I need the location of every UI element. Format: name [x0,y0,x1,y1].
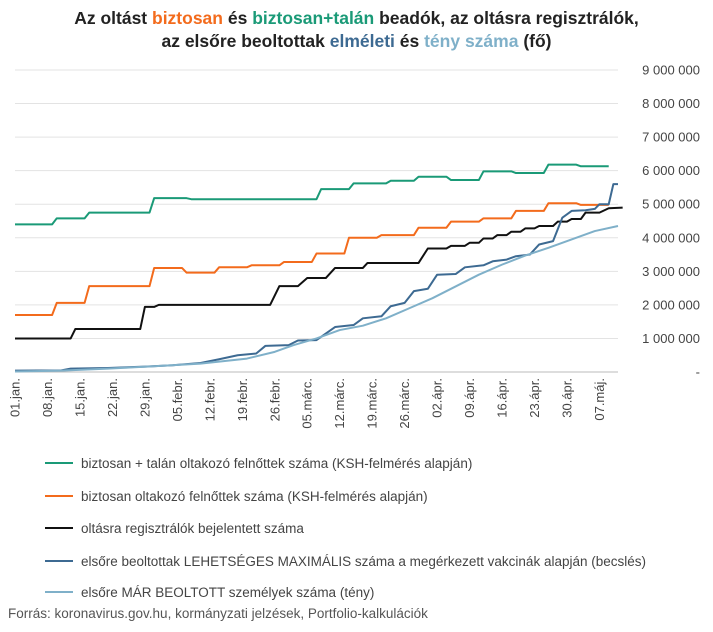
series-line-4 [14,183,618,372]
x-tick-label: 09.ápr. [462,378,477,418]
series-lines [14,163,623,373]
x-tick-label: 12.febr. [202,378,217,421]
y-tick-label: 2 000 000 [642,297,700,312]
legend-item: oltásra regisztrálók bejelentett száma [45,518,304,538]
legend-item: elsőre beoltottak LEHETSÉGES MAXIMÁLIS s… [45,551,646,571]
x-tick-label: 08.jan. [40,378,55,417]
source-note: Forrás: koronavirus.gov.hu, kormányzati … [8,606,428,621]
title-text: és [222,8,253,28]
title-text: Az oltást [74,8,152,28]
chart-title-line-1: Az oltást biztosan és biztosan+talán bea… [0,7,713,30]
x-tick-label: 22.jan. [105,378,120,417]
y-axis: - 1 000 000 2 000 000 3 000 000 4 000 000 5 0… [642,63,700,380]
title-highlight-teny-szama: tény száma [424,31,519,51]
legend-item: elsőre MÁR BEOLTOTT személyek száma (tén… [45,582,374,602]
line-chart: - 1 000 000 2 000 000 3 000 000 4 000 000 5 0… [8,63,701,429]
legend-swatch [45,495,73,497]
series-line-2 [15,202,609,316]
legend-swatch [45,527,73,529]
y-tick-label: 5 000 000 [642,197,700,212]
legend-swatch [45,591,73,593]
x-tick-label: 16.ápr. [495,378,510,418]
legend-item: biztosan oltakozó felnőttek száma (KSH-f… [45,486,428,506]
title-text: (fő) [518,31,552,51]
title-highlight-biztosan: biztosan [152,8,223,28]
title-text: és [394,31,425,51]
y-tick-label: 9 000 000 [642,63,700,78]
x-tick-label: 15.jan. [72,378,87,417]
y-tick-label: 8 000 000 [642,96,700,111]
x-tick-label: 05.márc. [300,378,315,429]
x-tick-label: 30.ápr. [559,378,574,418]
x-tick-label: 23.ápr. [527,378,542,418]
legend-label: oltásra regisztrálók bejelentett száma [81,520,304,536]
series-line-3 [15,206,623,340]
x-tick-label: 19.febr. [235,378,250,421]
grid-lines [15,69,618,373]
title-highlight-biztosan-talan: biztosan+talán [252,8,375,28]
y-tick-label: 6 000 000 [642,163,700,178]
legend-swatch [45,462,73,464]
legend-item: biztosan + talán oltakozó felnőttek szám… [45,453,472,473]
title-text: az elsőre beoltottak [161,31,330,51]
y-tick-label: - [696,365,700,380]
series-line-5 [14,225,619,373]
x-tick-label: 02.ápr. [430,378,445,418]
x-tick-label: 12.márc. [332,378,347,429]
x-tick-label: 01.jan. [8,378,23,417]
y-tick-label: 7 000 000 [642,130,700,145]
chart-title: Az oltást biztosan és biztosan+talán bea… [0,7,713,53]
y-tick-label: 3 000 000 [642,264,700,279]
legend-label: elsőre beoltottak LEHETSÉGES MAXIMÁLIS s… [81,553,646,569]
legend-label: biztosan + talán oltakozó felnőttek szám… [81,455,473,471]
x-tick-label: 29.jan. [137,378,152,417]
title-text: beadók, az oltásra regisztrálók, [374,8,639,28]
x-tick-label: 26.márc. [397,378,412,429]
y-tick-label: 1 000 000 [642,331,700,346]
legend-swatch [45,560,73,562]
legend-label: biztosan oltakozó felnőttek száma (KSH-f… [81,488,428,504]
x-tick-label: 05.febr. [170,378,185,421]
series-line-1 [15,163,609,226]
x-tick-label: 19.márc. [365,378,380,429]
x-axis: 01.jan. 08.jan. 15.jan. 22.jan. 29.jan. 05.fe… [8,378,607,429]
chart-title-line-2: az elsőre beoltottak elméleti és tény sz… [0,30,713,53]
title-highlight-elmeleti: elméleti [329,31,395,51]
y-tick-label: 4 000 000 [642,230,700,245]
x-tick-label: 26.febr. [267,378,282,421]
legend-label: elsőre MÁR BEOLTOTT személyek száma (tén… [81,584,375,600]
x-tick-label: 07.máj. [592,378,607,421]
